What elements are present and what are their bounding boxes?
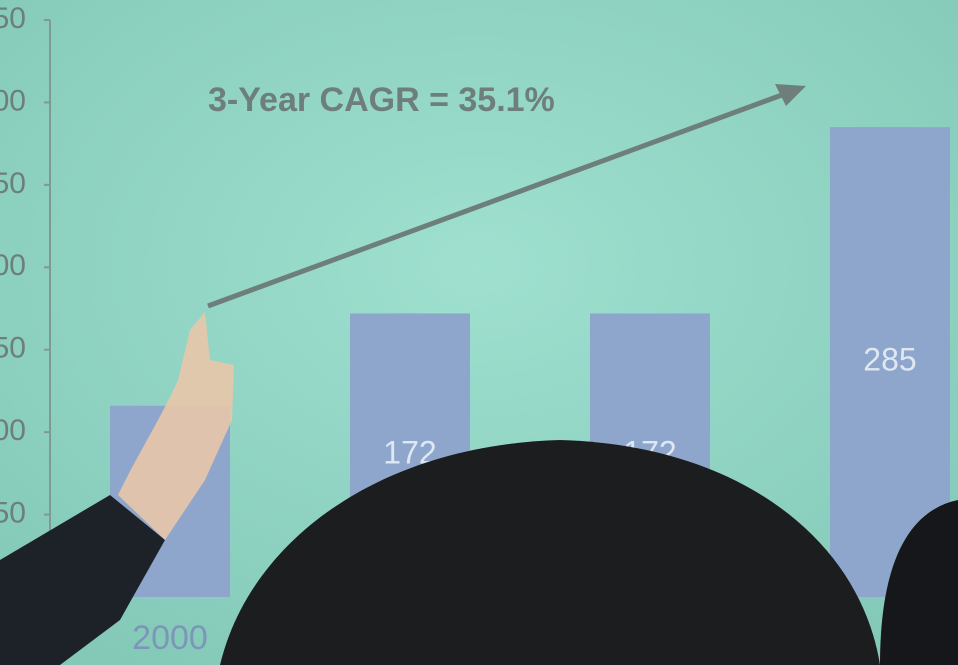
y-tick-label: 100 [0,414,26,447]
y-tick-label: 200 [0,249,26,282]
x-tick-label: 2000 [132,619,208,657]
y-tick-label: 250 [0,167,26,200]
y-tick-label: 50 [0,496,26,529]
y-tick-label: 350 [0,2,26,35]
data-label: 285 [863,342,916,378]
y-tick-label: 300 [0,84,26,117]
y-tick-label: 150 [0,332,26,365]
page: {"chart_data": {"type": "bar", "annotati… [0,0,958,665]
annotation: 3-Year CAGR = 35.1% [208,81,555,119]
chart: 0501001502002503003502000172172285 3-Yea… [0,0,958,665]
